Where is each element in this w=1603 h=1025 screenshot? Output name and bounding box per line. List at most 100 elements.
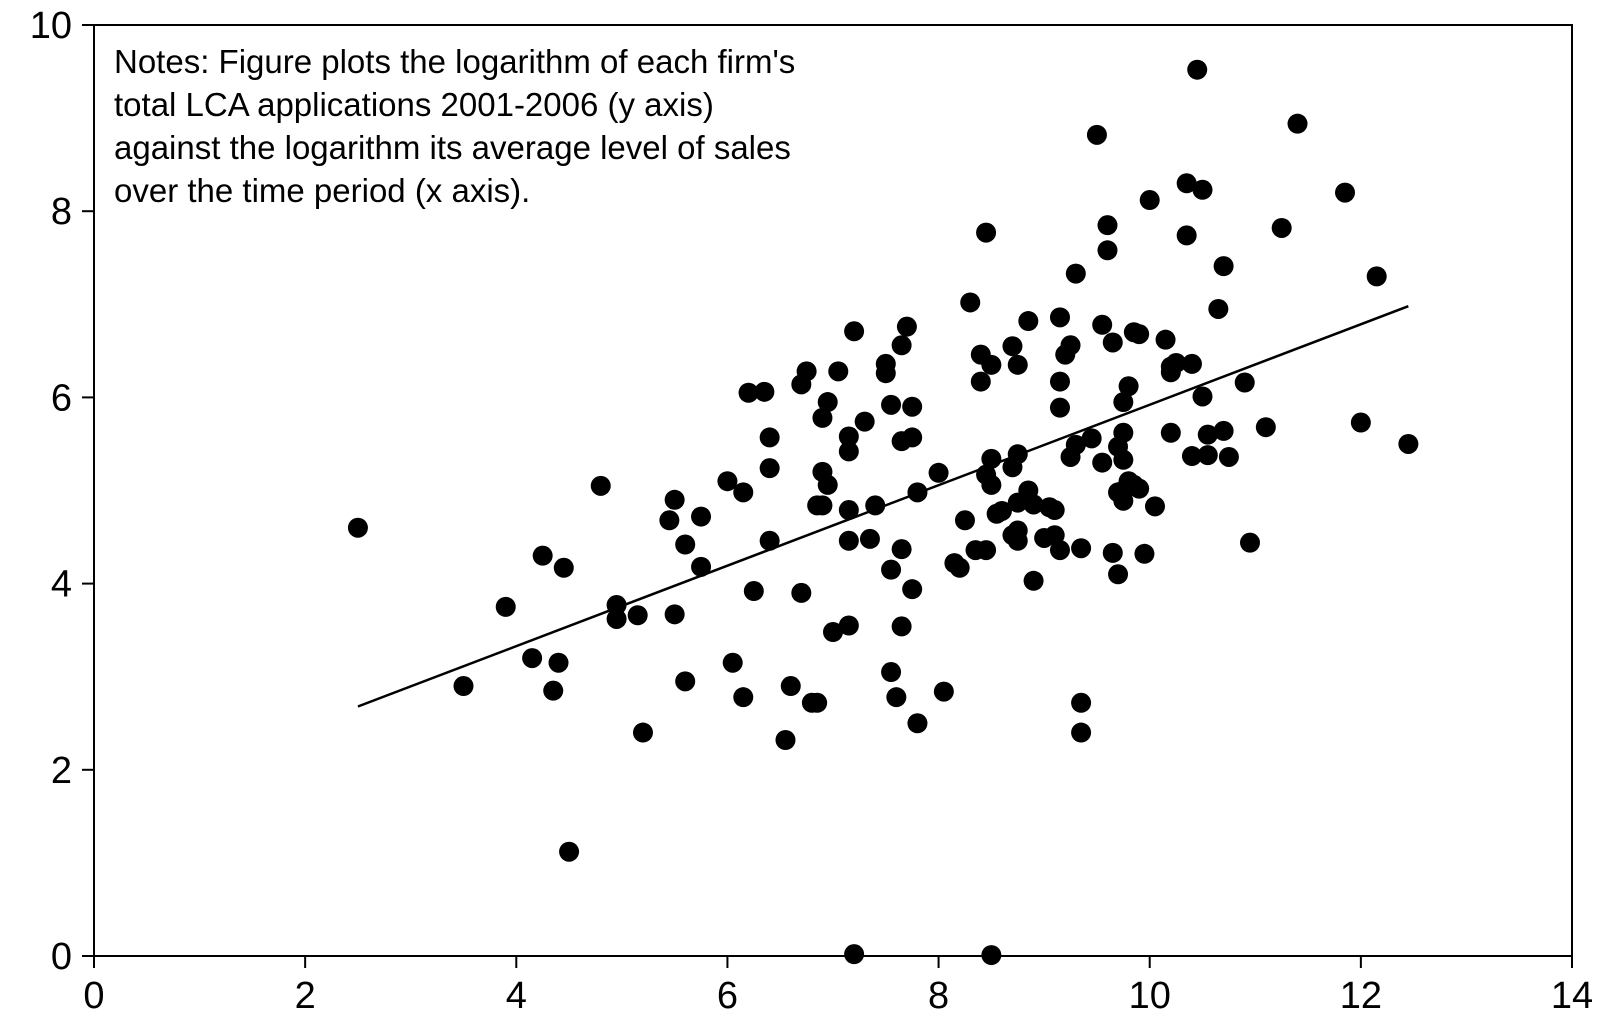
data-point <box>1176 225 1197 246</box>
data-point <box>1113 449 1134 470</box>
data-point <box>1197 445 1218 466</box>
data-point <box>902 579 923 600</box>
data-points <box>347 59 1419 966</box>
data-point <box>1192 179 1213 200</box>
data-point <box>1181 446 1202 467</box>
x-tick-label: 4 <box>506 975 527 1017</box>
data-point <box>453 676 474 697</box>
data-point <box>791 582 812 603</box>
data-point <box>1350 412 1371 433</box>
data-point <box>954 510 975 531</box>
data-point <box>1139 190 1160 211</box>
data-point <box>881 394 902 415</box>
data-point <box>722 652 743 673</box>
x-tick-label: 14 <box>1551 975 1593 1017</box>
data-point <box>1018 311 1039 332</box>
data-point <box>775 730 796 751</box>
data-point <box>1218 446 1239 467</box>
data-point <box>1071 692 1092 713</box>
data-point <box>347 517 368 538</box>
data-point <box>627 605 648 626</box>
data-point <box>881 662 902 683</box>
data-point <box>691 556 712 577</box>
data-point <box>949 557 970 578</box>
y-tick-label: 4 <box>51 564 72 606</box>
data-point <box>1049 540 1070 561</box>
data-point <box>976 540 997 561</box>
data-point <box>891 616 912 637</box>
data-point <box>812 407 833 428</box>
data-point <box>981 474 1002 495</box>
data-point <box>759 427 780 448</box>
data-point <box>1213 420 1234 441</box>
data-point <box>1044 500 1065 521</box>
data-point <box>1160 422 1181 443</box>
data-point <box>854 411 875 432</box>
data-point <box>1092 452 1113 473</box>
y-tick-label: 2 <box>51 750 72 792</box>
x-tick-label: 0 <box>83 975 104 1017</box>
notes-annotation: Notes: Figure plots the logarithm of eac… <box>114 40 894 212</box>
data-point <box>817 392 838 413</box>
data-point <box>717 471 738 492</box>
notes-line: total LCA applications 2001-2006 (y axis… <box>114 86 714 123</box>
data-point <box>664 489 685 510</box>
y-axis-ticks: 0 2 4 6 8 10 <box>30 5 94 978</box>
data-point <box>632 722 653 743</box>
data-point <box>738 382 759 403</box>
data-point <box>976 222 997 243</box>
data-point <box>838 530 859 551</box>
data-point <box>1113 392 1134 413</box>
data-point <box>543 680 564 701</box>
data-point <box>1113 490 1134 511</box>
data-point <box>1007 354 1028 375</box>
data-point <box>1192 386 1213 407</box>
y-tick-label: 0 <box>51 936 72 978</box>
data-point <box>807 692 828 713</box>
data-point <box>1097 215 1118 236</box>
x-tick-label: 2 <box>295 975 316 1017</box>
data-point <box>1187 59 1208 80</box>
data-point <box>838 615 859 636</box>
data-point <box>1023 494 1044 515</box>
x-tick-label: 8 <box>928 975 949 1017</box>
data-point <box>902 396 923 417</box>
data-point <box>933 681 954 702</box>
data-point <box>759 458 780 479</box>
data-point <box>1049 397 1070 418</box>
data-point <box>838 426 859 447</box>
data-point <box>1166 352 1187 373</box>
data-point <box>981 945 1002 966</box>
data-point <box>902 427 923 448</box>
data-point <box>1049 307 1070 328</box>
data-point <box>960 292 981 313</box>
notes-line: against the logarithm its average level … <box>114 129 791 166</box>
data-point <box>1129 324 1150 345</box>
data-point <box>1007 444 1028 465</box>
data-point <box>1255 417 1276 438</box>
data-point <box>838 441 859 462</box>
data-point <box>981 354 1002 375</box>
data-point <box>1097 240 1118 261</box>
data-point <box>590 475 611 496</box>
data-point <box>1108 564 1129 585</box>
data-point <box>664 604 685 625</box>
data-point <box>1398 433 1419 454</box>
data-point <box>928 462 949 483</box>
data-point <box>559 841 580 862</box>
data-point <box>981 448 1002 469</box>
data-point <box>1134 543 1155 564</box>
data-point <box>1113 422 1134 443</box>
y-tick-label: 8 <box>51 191 72 233</box>
data-point <box>891 335 912 356</box>
data-point <box>1240 532 1261 553</box>
data-point <box>1065 434 1086 455</box>
data-point <box>1335 182 1356 203</box>
x-tick-label: 12 <box>1340 975 1382 1017</box>
data-point <box>733 687 754 708</box>
data-point <box>1197 424 1218 445</box>
data-point <box>522 648 543 669</box>
data-point <box>865 495 886 516</box>
data-point <box>1181 353 1202 374</box>
data-point <box>1144 496 1165 517</box>
